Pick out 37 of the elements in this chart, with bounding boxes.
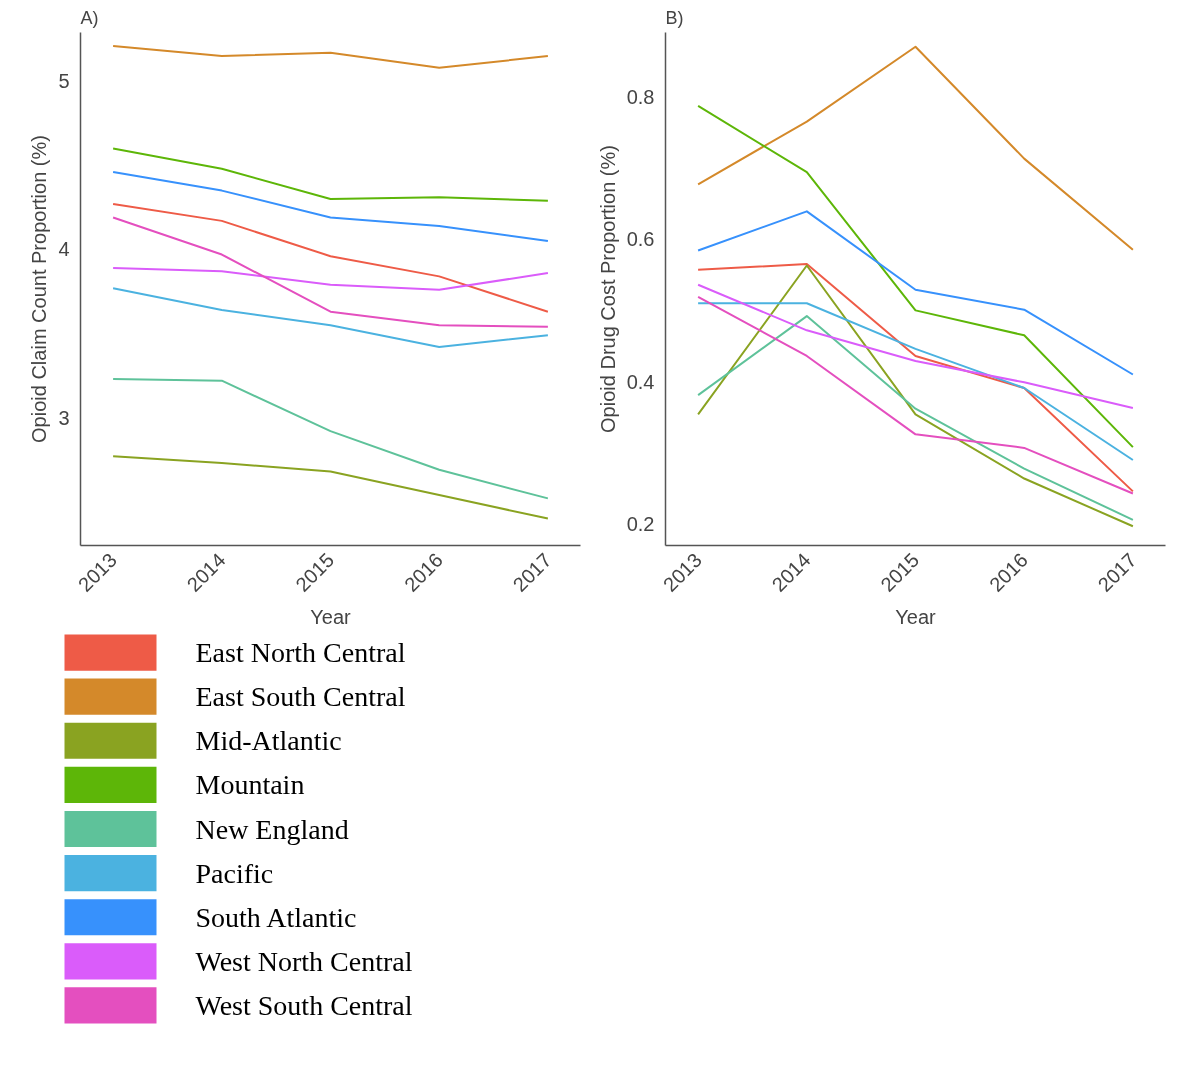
line-series [112, 44, 549, 69]
legend-label: Mountain [195, 769, 305, 801]
x-axis-title: Year [895, 605, 937, 628]
legend-label: Pacific [195, 857, 274, 889]
legend-label: West North Central [195, 945, 413, 977]
line-series [697, 210, 1134, 376]
y-tick-label: 0.8 [626, 85, 655, 108]
y-tick-label: 4 [58, 238, 70, 261]
line-series [697, 315, 1134, 521]
y-tick-label: 5 [58, 70, 70, 93]
line-series [697, 283, 1134, 409]
line-series [112, 171, 549, 243]
line-series [697, 45, 1134, 251]
chart-title: A) [80, 7, 99, 28]
legend-label: New England [195, 813, 349, 845]
y-axis-title: Opioid Claim Count Proportion (%) [28, 135, 51, 443]
legend-label: West South Central [195, 989, 413, 1021]
line-series [112, 147, 549, 202]
line-series [112, 266, 549, 291]
y-tick-label: 3 [58, 406, 70, 429]
legend-label: East South Central [195, 681, 406, 713]
line-series [112, 216, 549, 328]
y-tick-label: 0.2 [626, 513, 655, 536]
line-series [112, 203, 549, 313]
line-series [697, 104, 1134, 449]
line-series [112, 377, 549, 500]
x-axis-title: Year [310, 605, 352, 628]
line-series [112, 287, 549, 349]
y-tick-label: 0.6 [626, 228, 655, 251]
line-series [697, 302, 1134, 461]
y-axis-title: Opioid Drug Cost Proportion (%) [596, 145, 619, 433]
legend-label: Mid-Atlantic [195, 725, 342, 757]
line-series [112, 455, 549, 520]
legend-label: South Atlantic [195, 901, 357, 933]
y-tick-label: 0.4 [626, 370, 655, 393]
legend-label: East North Central [195, 637, 406, 669]
chart-title: B) [665, 7, 684, 28]
